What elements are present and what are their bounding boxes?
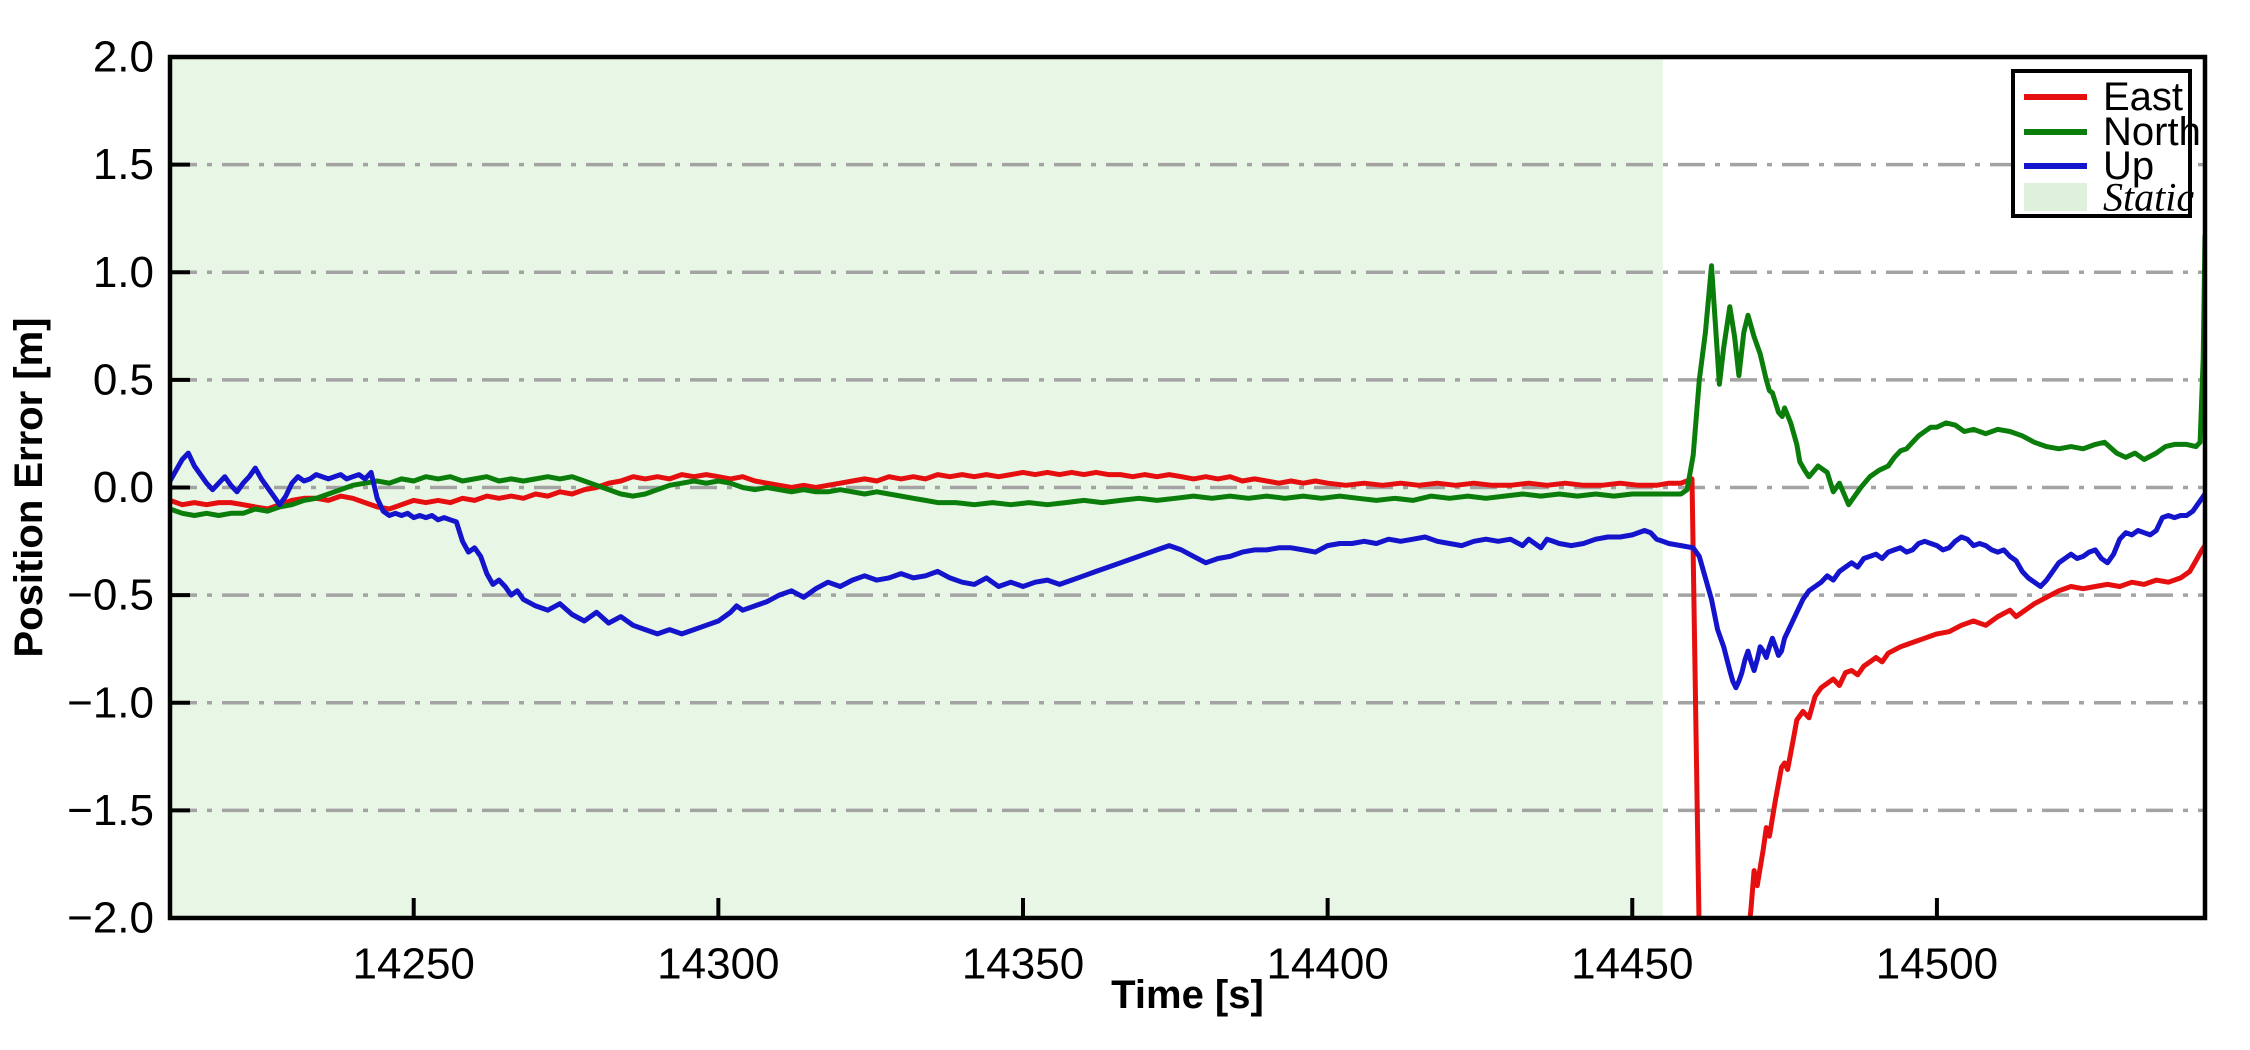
x-tick-label-14250: 14250: [353, 940, 475, 989]
series-north-line: [170, 233, 2205, 518]
axis-ticks: [170, 162, 1939, 918]
y-tick-label-1.0: 1.0: [93, 248, 154, 297]
y-tick-label-−1.0: −1.0: [67, 678, 154, 727]
x-tick-label-14350: 14350: [962, 940, 1084, 989]
y-axis-title: Position Error [m]: [7, 317, 51, 657]
x-tick-label-14450: 14450: [1571, 940, 1693, 989]
legend-label-up: Up: [2103, 144, 2154, 188]
x-tick-label-14500: 14500: [1876, 940, 1998, 989]
y-tick-label-−0.5: −0.5: [67, 571, 154, 620]
tick-labels: 14250 14300 14350 14400 14450 14500 2.0 1.5 1.0 0…: [67, 33, 1998, 989]
y-tick-label-−2.0: −2.0: [67, 894, 154, 943]
legend-label-east: East: [2103, 75, 2183, 119]
y-tick-label-−1.5: −1.5: [67, 786, 154, 835]
series-up-line: [170, 450, 2205, 691]
x-tick-label-14400: 14400: [1266, 940, 1388, 989]
x-axis-title: Time [s]: [1111, 973, 1264, 1017]
x-tick-label-14300: 14300: [657, 940, 779, 989]
y-tick-label-2.0: 2.0: [93, 33, 154, 82]
y-tick-label-0.0: 0.0: [93, 463, 154, 512]
series-east-line: [170, 469, 2205, 918]
legend-sample-patch-static: [2024, 183, 2087, 211]
legend-label-static: Static: [2103, 175, 2194, 220]
y-tick-label-0.5: 0.5: [93, 355, 154, 404]
y-tick-label-1.5: 1.5: [93, 140, 154, 189]
series-group: [170, 233, 2205, 918]
legend-label-north: North: [2103, 110, 2201, 154]
